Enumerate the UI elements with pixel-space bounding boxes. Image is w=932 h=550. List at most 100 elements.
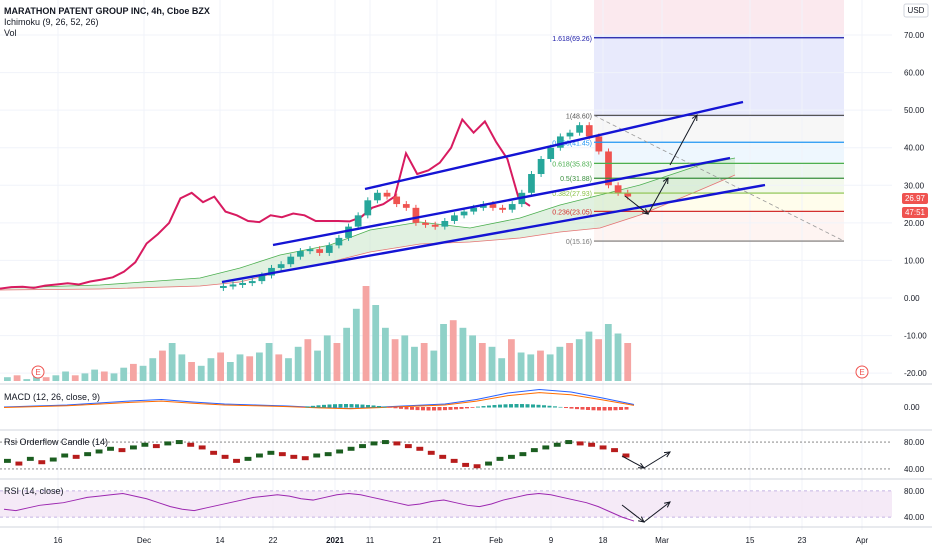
volume-bar [604,324,612,381]
rsi-of-candle [210,450,218,455]
macd-histogram-bar [300,407,304,408]
time-tick-label: 14 [216,536,225,545]
rsi-legend[interactable]: RSI (14, close) [4,486,64,496]
volume-bar [188,362,195,381]
macd-histogram-bar [377,405,381,408]
price-axis[interactable]: 70.00 60.00 50.00 40.00 30.00 20.00 10.00 0.00 -… [904,31,927,522]
volume-bar [42,377,50,381]
volume-bar [13,375,21,381]
arrow-head [663,451,671,458]
rsi-of-candle [393,441,401,446]
candle [528,174,535,193]
time-tick-label: 18 [599,536,608,545]
macd-legend[interactable]: MACD (12, 26, close, 9) [4,392,101,402]
projection-arrows[interactable] [621,113,698,523]
rsi-of-candle [187,442,195,447]
volume-bar [159,350,166,381]
candle [576,125,583,133]
rsi-of-candle [301,456,309,461]
volume-bar [275,354,283,381]
candle [566,132,574,137]
macd-histogram-bar [536,404,541,408]
ichimoku-cloud [0,157,736,291]
vol-legend[interactable]: Vol [4,28,17,38]
price-tick-label: 70.00 [904,31,925,40]
rsi-of-candle [233,458,240,463]
volume-bar [459,327,467,381]
volume-bar [197,365,205,381]
candle [316,249,324,253]
rsi-of-candle [508,454,515,459]
rsi-of-candle [244,456,252,461]
volume-bar [517,352,525,381]
candle [547,147,555,159]
macd-histogram-bar [366,404,370,408]
rsi-of-candle [336,449,344,454]
volume-bar [314,350,321,381]
macd-histogram-bar [432,407,436,411]
currency-badge[interactable]: USD [903,3,929,18]
macd-histogram-bar [349,404,354,408]
rsi-of-candle [450,458,458,463]
volume-bar [546,354,554,381]
volume-bar [120,367,128,381]
time-tick-label: Feb [489,536,503,545]
candle [402,204,410,208]
macd-histogram-bar [371,405,376,408]
rsi-of-candle [175,440,183,445]
rsi-of-candle [15,461,23,466]
candle [277,264,285,268]
macd-histogram-bar [531,404,535,408]
rsi-of-candle [382,440,389,445]
macd-histogram-bar [487,405,491,408]
signal-line [3,392,635,410]
trend-channel[interactable] [221,100,766,284]
candle [374,192,381,201]
macd-histogram-bar [558,406,563,408]
macd-histogram-bar [608,407,612,411]
rsi-of-candle [553,442,561,447]
candle [460,211,468,216]
rsi-orderflow-legend[interactable]: Rsi Orderflow Candle (14) [4,437,109,447]
svg-text:E: E [859,368,864,377]
rsi-of-candle [576,441,584,446]
rsi-tick-label: 80.00 [904,487,925,496]
volume-bar [343,327,351,381]
volume-bar [71,375,79,381]
volume-bar [498,358,506,381]
macd-histogram-bar [344,404,348,408]
volume-bar [168,343,176,381]
rsi-of-candle [49,457,57,462]
candle [383,192,391,197]
earnings-marker-right[interactable]: E [855,365,869,379]
time-axis[interactable]: 16 Dec 14 22 2021 11 21 Feb 9 18 Mar 15 23 Apr [54,536,869,545]
arrow-path [643,451,671,469]
macd-histogram-bar [316,405,321,408]
symbol-title[interactable]: MARATHON PATENT GROUP INC, 4h, Cboe BZX [4,6,210,16]
volume-bar [236,354,244,381]
rsi-of-candle [416,446,424,451]
candle [354,215,362,227]
macd-histogram-bar [399,407,403,409]
price-tick-label: -20.00 [904,369,927,378]
candle [489,204,497,208]
earnings-marker-left[interactable]: E [31,365,45,379]
candle [614,185,622,193]
ichimoku-legend[interactable]: Ichimoku (9, 26, 52, 26) [4,17,99,27]
rsi-of-candle [347,446,355,451]
candle [470,207,478,212]
candle [325,245,333,253]
arrow-path [669,114,698,166]
candle [220,285,227,288]
fibonacci-retracement[interactable]: 1.618(69.26) 1(48.60) 0.786(41.45) 0.618(35… [552,36,845,246]
volume-bar [81,373,89,381]
candle [258,275,266,282]
rsi-of-candle [290,454,298,459]
candle [248,281,256,284]
macd-histogram-bar [520,404,524,408]
chikou-line [0,117,531,290]
svg-text:E: E [35,368,40,377]
fib-level-label: 0.236(23.05) [552,209,592,216]
macd-histogram-bar [305,406,310,408]
